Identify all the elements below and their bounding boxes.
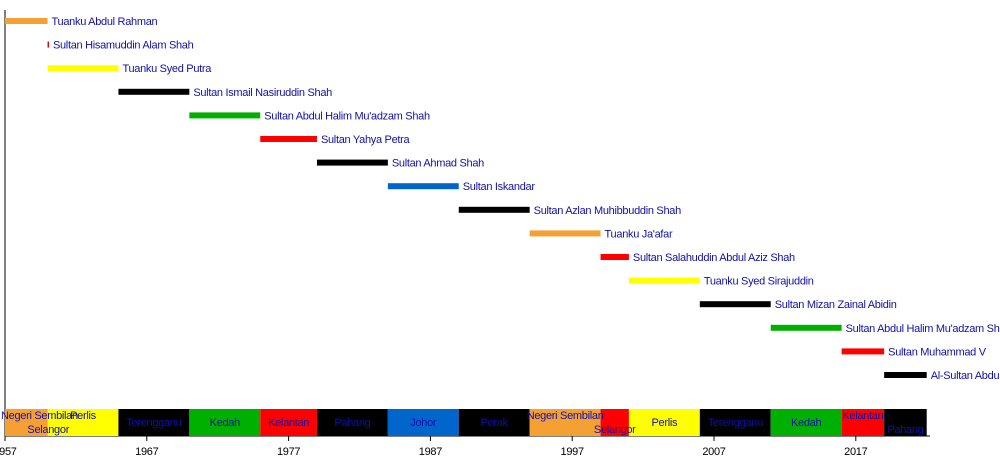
state-label: Kelantan xyxy=(842,410,883,422)
reign-label: Sultan Hisamuddin Alam Shah xyxy=(53,40,194,52)
state-label: Perak xyxy=(481,417,509,429)
reign-bar xyxy=(770,324,842,331)
state-segment xyxy=(260,409,317,436)
reign-label: Sultan Salahuddin Abdul Aziz Shah xyxy=(633,252,795,264)
state-label: Pahang xyxy=(887,424,923,436)
state-segment xyxy=(5,409,48,436)
reign-label: Tuanku Syed Putra xyxy=(122,63,212,75)
reign-bar xyxy=(884,372,927,378)
state-label: Kelantan xyxy=(268,417,309,429)
state-segment xyxy=(628,409,700,436)
state-label: Selangor xyxy=(27,424,69,436)
x-tick-label: 1957 xyxy=(0,446,17,458)
reign-bar xyxy=(458,206,530,213)
state-label: Kedah xyxy=(791,417,821,429)
state-label: Terengganu xyxy=(708,417,763,429)
state-label: Pahang xyxy=(334,417,370,429)
x-axis-ticks: 1957 1967 1977 1987 1997 2007 2017 xyxy=(0,436,868,458)
state-segment xyxy=(316,409,388,436)
reign-bar xyxy=(118,88,190,95)
state-label: Johor xyxy=(410,417,437,429)
state-segment xyxy=(841,409,885,436)
state-segment xyxy=(47,409,119,436)
reign-label: Sultan Iskandar xyxy=(463,181,536,193)
state-segment xyxy=(600,409,629,436)
reign-bar xyxy=(316,159,388,166)
reign-label: Sultan Ismail Nasiruddin Shah xyxy=(193,87,332,99)
state-segment xyxy=(529,409,601,436)
reign-bar xyxy=(529,230,601,237)
reign-label: Sultan Abdul Halim Mu'adzam Shah xyxy=(846,323,1000,335)
reign-bar xyxy=(47,65,119,72)
reign-label: Sultan Azlan Muhibbuddin Shah xyxy=(534,205,681,217)
state-segment xyxy=(699,409,771,436)
reign-bar xyxy=(600,254,629,260)
state-label: Selangor xyxy=(594,424,636,436)
reign-bar xyxy=(628,277,700,284)
x-tick-label: 1967 xyxy=(135,446,158,458)
reign-bars: Tuanku Abdul Rahman Sultan Hisamuddin Ala… xyxy=(5,16,1000,382)
reign-bar xyxy=(189,112,261,119)
state-segment xyxy=(458,409,530,436)
reign-label: Sultan Abdul Halim Mu'adzam Shah xyxy=(264,110,430,122)
reign-label: Tuanku Abdul Rahman xyxy=(52,16,158,28)
x-tick-label: 1997 xyxy=(561,446,584,458)
reign-label: Sultan Muhammad V xyxy=(888,346,987,358)
state-label: Perlis xyxy=(70,410,97,422)
state-label: Negeri Sembilan xyxy=(1,410,78,422)
reign-label: Al-Sultan Abdullah xyxy=(931,370,1000,382)
reign-label: Sultan Mizan Zainal Abidin xyxy=(775,299,897,311)
reign-bar xyxy=(841,348,885,355)
state-segment xyxy=(387,409,459,436)
state-label: Perlis xyxy=(652,417,679,429)
x-tick-label: 1977 xyxy=(277,446,300,458)
reign-bar xyxy=(47,41,49,48)
reign-bar xyxy=(5,18,48,24)
reign-label: Tuanku Syed Sirajuddin xyxy=(704,276,814,288)
state-label: Terengganu xyxy=(126,417,181,429)
state-label: Negeri Sembilan xyxy=(527,410,604,422)
state-segment xyxy=(118,409,190,436)
state-segment xyxy=(884,409,927,436)
reign-bar xyxy=(387,183,459,190)
x-tick-label: 1987 xyxy=(419,446,442,458)
state-segment xyxy=(770,409,842,436)
reign-bar xyxy=(699,301,771,308)
reign-bar xyxy=(260,136,317,142)
x-tick-label: 2007 xyxy=(702,446,725,458)
x-tick-label: 2017 xyxy=(844,446,867,458)
state-segment xyxy=(189,409,261,436)
reign-label: Sultan Yahya Petra xyxy=(321,134,411,146)
reign-label: Tuanku Ja'afar xyxy=(605,228,673,240)
reign-label: Sultan Ahmad Shah xyxy=(392,158,484,170)
state-label: Kedah xyxy=(210,417,240,429)
